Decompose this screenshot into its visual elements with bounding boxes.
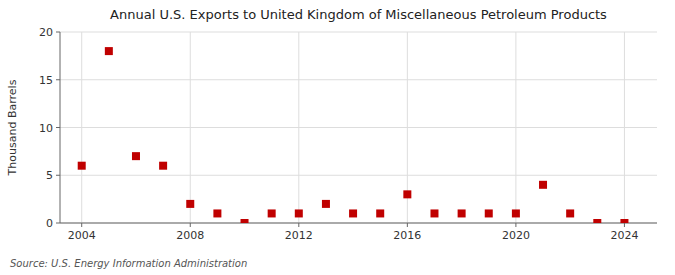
grid-line <box>60 79 657 80</box>
x-tick-label: 2024 <box>610 229 638 242</box>
y-tick <box>56 127 60 128</box>
point <box>159 162 167 170</box>
grid-line <box>60 175 657 176</box>
point <box>322 200 330 208</box>
point <box>268 209 276 217</box>
y-tick-label: 10 <box>39 122 53 135</box>
point <box>105 47 113 55</box>
grid <box>60 32 657 223</box>
y-tick-label: 0 <box>46 217 53 230</box>
axes: 2004 2008 2012 2016 2020 2024 0 5 10 15 20 <box>39 26 657 242</box>
title: Annual U.S. Exports to United Kingdom of… <box>110 7 607 22</box>
y-tick <box>56 32 60 33</box>
point <box>295 209 303 217</box>
y-tick-label: 20 <box>39 26 53 39</box>
point <box>593 219 601 223</box>
point <box>349 209 357 217</box>
source-note: Source: U.S. Energy Information Administ… <box>10 258 247 269</box>
y-tick <box>56 79 60 80</box>
point <box>403 190 411 198</box>
point <box>376 209 384 217</box>
chart: 2004 2008 2012 2016 2020 2024 0 5 10 15 20 Thousand… <box>0 0 675 275</box>
point <box>458 209 466 217</box>
y-axis-label: Thousand Barrels <box>6 79 19 176</box>
x-tick-label: 2004 <box>68 229 96 242</box>
x-tick <box>81 223 82 227</box>
x-tick-label: 2012 <box>285 229 313 242</box>
point <box>566 209 574 217</box>
x-tick <box>624 223 625 227</box>
x-tick <box>298 223 299 227</box>
point <box>186 200 194 208</box>
grid-line <box>298 32 299 223</box>
grid-line <box>60 32 657 33</box>
grid-line <box>515 32 516 223</box>
grid-line <box>60 127 657 128</box>
grid-line <box>624 32 625 223</box>
x-axis-line <box>60 223 657 224</box>
point <box>132 152 140 160</box>
y-tick <box>56 175 60 176</box>
x-tick <box>407 223 408 227</box>
x-tick-label: 2020 <box>502 229 530 242</box>
point <box>620 219 628 223</box>
point <box>539 181 547 189</box>
grid-line <box>81 32 82 223</box>
points <box>78 47 629 223</box>
point <box>485 209 493 217</box>
point <box>241 219 249 223</box>
x-tick <box>515 223 516 227</box>
point <box>213 209 221 217</box>
x-tick-label: 2008 <box>176 229 204 242</box>
grid-line <box>60 223 657 224</box>
point <box>512 209 520 217</box>
point <box>78 162 86 170</box>
grid-line <box>190 32 191 223</box>
point <box>430 209 438 217</box>
x-tick-label: 2016 <box>393 229 421 242</box>
y-tick <box>56 223 60 224</box>
x-tick <box>190 223 191 227</box>
y-tick-label: 15 <box>39 74 53 87</box>
y-tick-label: 5 <box>46 169 53 182</box>
